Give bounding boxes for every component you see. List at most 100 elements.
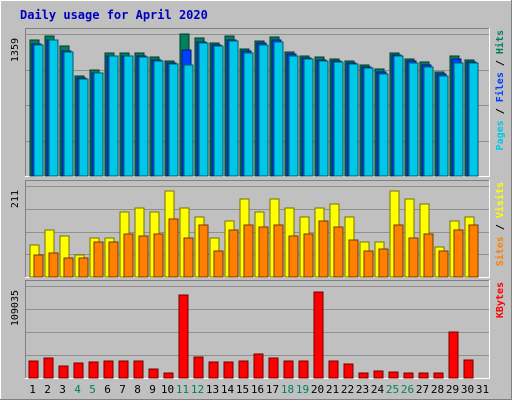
x-tick-label: 20 <box>311 383 324 396</box>
bar-pages <box>348 63 359 177</box>
x-tick-label: 8 <box>134 383 141 396</box>
x-tick-label: 23 <box>356 383 369 396</box>
bar-kbytes <box>358 372 369 379</box>
bar-kbytes <box>28 360 39 379</box>
bar-kbytes <box>163 372 174 379</box>
bar-pages <box>138 56 149 177</box>
y-axis-max-label: 109035 <box>10 290 21 326</box>
bar-kbytes <box>133 360 144 379</box>
bar-kbytes <box>238 360 249 379</box>
bar-pages <box>393 55 404 177</box>
bar-kbytes <box>388 371 399 379</box>
legend-entry: Files <box>494 72 506 102</box>
bar-kbytes <box>343 363 354 379</box>
bar-sites <box>183 237 194 278</box>
legend-entry: / <box>495 102 506 120</box>
x-tick-label: 16 <box>251 383 264 396</box>
x-tick-label: 3 <box>59 383 66 396</box>
bar-kbytes <box>88 361 99 379</box>
bar-sites <box>243 224 254 278</box>
bar-sites <box>303 233 314 278</box>
bar-kbytes <box>448 331 459 379</box>
bar-sites <box>363 250 374 278</box>
x-tick-label: 27 <box>416 383 429 396</box>
bar-kbytes <box>313 291 324 379</box>
bar-sites <box>228 229 239 278</box>
bar-sites <box>318 220 329 278</box>
x-tick-label: 15 <box>236 383 249 396</box>
x-tick-label: 31 <box>476 383 489 396</box>
bar-pages <box>438 75 449 177</box>
bar-sites <box>423 233 434 278</box>
bar-sites <box>168 218 179 278</box>
bar-sites <box>63 257 74 278</box>
x-tick-label: 18 <box>281 383 294 396</box>
panel-legend-label: KBytes <box>495 282 506 318</box>
bar-kbytes <box>73 362 84 379</box>
bar-pages <box>198 42 209 177</box>
x-tick-label: 29 <box>446 383 459 396</box>
bar-kbytes <box>403 372 414 379</box>
x-tick-label: 19 <box>296 383 309 396</box>
bar-pages <box>318 60 329 177</box>
bar-kbytes <box>328 360 339 379</box>
bar-kbytes <box>463 359 474 379</box>
bar-pages <box>378 73 389 177</box>
bar-pages <box>153 60 164 177</box>
bar-pages <box>288 55 299 177</box>
bar-kbytes <box>268 357 279 379</box>
bar-sites <box>348 239 359 278</box>
bar-kbytes <box>58 365 69 379</box>
x-tick-label: 28 <box>431 383 444 396</box>
x-tick-label: 13 <box>206 383 219 396</box>
bar-sites <box>468 224 479 278</box>
bar-sites <box>258 226 269 278</box>
bar-pages <box>33 44 44 177</box>
y-axis-max-label: 211 <box>10 190 21 208</box>
panel-legend-label: Pages / Files / Hits <box>494 30 506 150</box>
y-axis-max-label: 1359 <box>10 38 21 62</box>
bar-pages <box>303 58 314 177</box>
chart-panels: 1359 Pages / Files / Hits 211 Sites / Visit… <box>10 28 506 379</box>
x-tick-label: 7 <box>119 383 126 396</box>
x-tick-label: 22 <box>341 383 354 396</box>
bar-sites <box>408 237 419 278</box>
legend-entry: Hits <box>494 30 506 54</box>
x-tick-label: 25 <box>386 383 399 396</box>
visits-panel: 211 Sites / Visits <box>10 180 506 278</box>
bar-pages <box>408 62 419 177</box>
bar-pages <box>228 40 239 177</box>
bar-pages <box>183 64 194 177</box>
bar-pages <box>63 51 74 177</box>
bar-pages <box>213 45 224 177</box>
x-tick-label: 11 <box>176 383 189 396</box>
bar-sites <box>138 235 149 278</box>
x-axis-tick-labels: 1 2 3 4 5 6 7 8 9 10 11 12 13 14 15 16 17 18 19 20 21 22 23 24 2… <box>29 383 489 396</box>
bar-sites <box>198 224 209 278</box>
bar-pages <box>468 62 479 177</box>
x-tick-label: 1 <box>29 383 36 396</box>
bar-sites <box>453 229 464 278</box>
bar-kbytes <box>208 361 219 379</box>
bar-pages <box>258 44 269 177</box>
bar-sites <box>48 252 59 278</box>
x-tick-label: 4 <box>74 383 81 396</box>
bar-sites <box>273 224 284 278</box>
x-tick-label: 5 <box>89 383 96 396</box>
bar-pages <box>168 63 179 177</box>
bar-kbytes <box>283 360 294 379</box>
bar-sites <box>108 241 119 278</box>
legend-entry: Visits <box>494 182 506 218</box>
bar-pages <box>78 78 89 177</box>
bar-sites <box>213 250 224 278</box>
hits-panel: 1359 Pages / Files / Hits <box>10 28 506 177</box>
bar-kbytes <box>193 356 204 379</box>
x-tick-label: 21 <box>326 383 339 396</box>
bar-kbytes <box>178 294 189 379</box>
bar-pages <box>48 39 59 177</box>
bar-pages <box>93 72 104 177</box>
panel-legend-label: Sites / Visits <box>494 182 506 266</box>
x-tick-label: 2 <box>44 383 51 396</box>
